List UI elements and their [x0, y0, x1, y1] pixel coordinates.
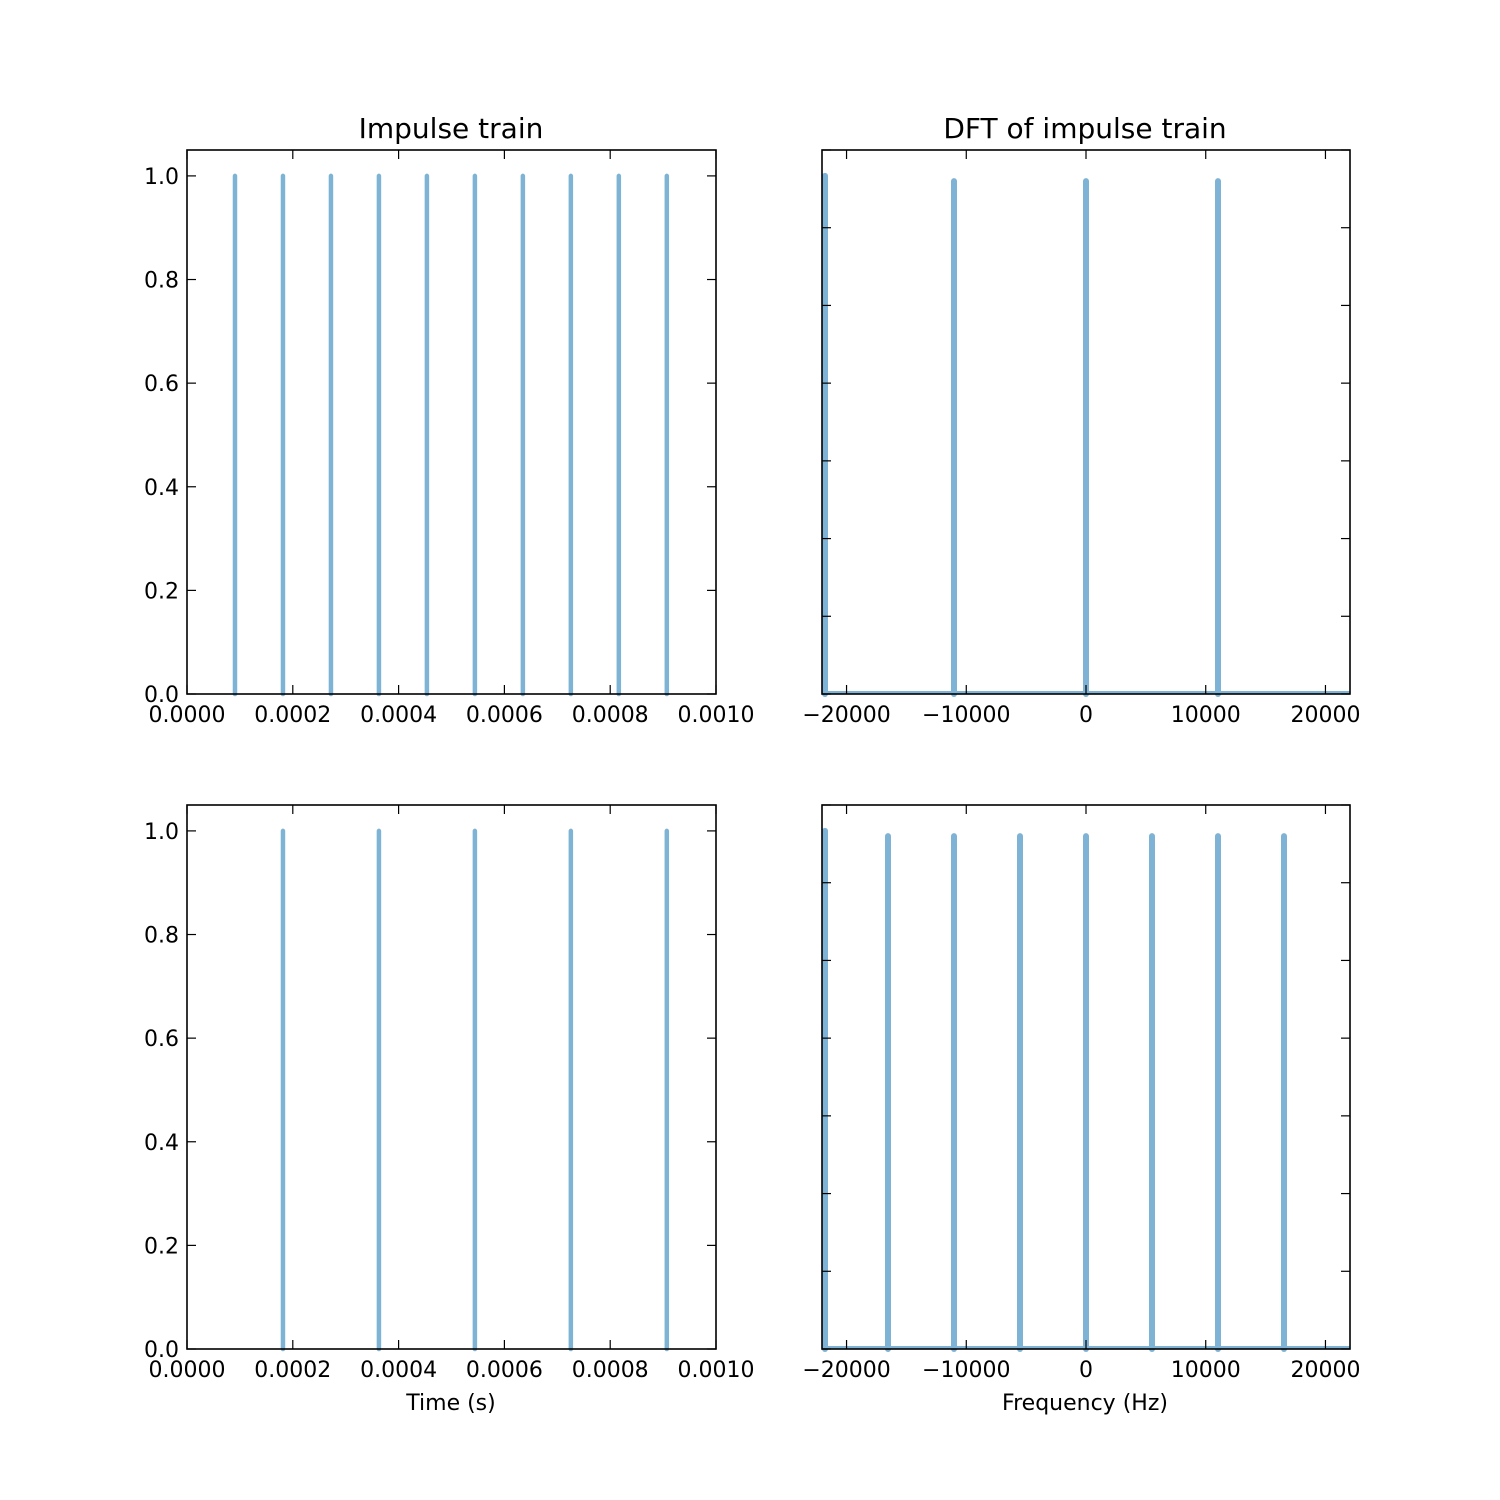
- x-tick-label: 0.0000: [149, 1358, 226, 1383]
- x-tick-label: 0: [1079, 1358, 1093, 1383]
- y-tick-label: 0.4: [144, 476, 179, 501]
- y-tick-label: 0.6: [144, 1027, 179, 1052]
- y-tick-label: 1.0: [144, 165, 179, 190]
- x-tick-label: 0.0006: [466, 1358, 543, 1383]
- x-tick-label: 0: [1079, 703, 1093, 728]
- panel-bottom-right: Frequency (Hz) −20000 −10000 0 10000 20000: [802, 804, 1360, 1416]
- y-tick-label: 0.6: [144, 372, 179, 397]
- x-tick-label: 10000: [1171, 1358, 1241, 1383]
- panel-bottom-left: Time (s) 0.0000 0.0002 0.0004 0.0006 0.0008 0…: [144, 804, 755, 1416]
- y-tick-label: 0.4: [144, 1131, 179, 1156]
- y-tick-label: 0.2: [144, 579, 179, 604]
- x-tick-label: 20000: [1290, 703, 1360, 728]
- plot-frame: [186, 149, 717, 695]
- y-tick-label: 0.8: [144, 924, 179, 949]
- x-axis-label: Time (s): [405, 1391, 495, 1416]
- x-tick-label: 0.0004: [360, 703, 437, 728]
- x-tick-label: 20000: [1290, 1358, 1360, 1383]
- x-tick-label: 0.0004: [360, 1358, 437, 1383]
- y-tick-label: 0.2: [144, 1234, 179, 1259]
- x-tick-label: 0.0000: [149, 703, 226, 728]
- x-tick-label: 0.0006: [466, 703, 543, 728]
- panel-title: DFT of impulse train: [943, 112, 1226, 145]
- panel-top-right: DFT of impulse train −20000 −10000 0 10000 2…: [802, 112, 1360, 728]
- panel-top-left: Impulse train 0.0000 0.0002 0.0004 0.0006 0.…: [144, 112, 754, 728]
- y-tick-label: 1.0: [144, 820, 179, 845]
- x-tick-label: 0.0002: [254, 703, 331, 728]
- x-axis-label: Frequency (Hz): [1002, 1391, 1168, 1416]
- x-tick-label: −20000: [802, 1358, 890, 1383]
- plot-frame: [186, 804, 717, 1350]
- y-tick-label: 0.8: [144, 269, 179, 294]
- x-tick-label: 0.0008: [572, 1358, 649, 1383]
- panel-title: Impulse train: [359, 112, 544, 145]
- y-tick-label: 0.0: [144, 1338, 179, 1363]
- x-tick-label: 0.0002: [254, 1358, 331, 1383]
- x-tick-label: 0.0010: [678, 1358, 755, 1383]
- x-tick-label: −10000: [922, 703, 1010, 728]
- x-tick-label: 10000: [1171, 703, 1241, 728]
- x-tick-label: 0.0008: [572, 703, 649, 728]
- x-tick-label: 0.0010: [678, 703, 755, 728]
- x-tick-label: −10000: [922, 1358, 1010, 1383]
- y-tick-label: 0.0: [144, 683, 179, 708]
- x-tick-label: −20000: [802, 703, 890, 728]
